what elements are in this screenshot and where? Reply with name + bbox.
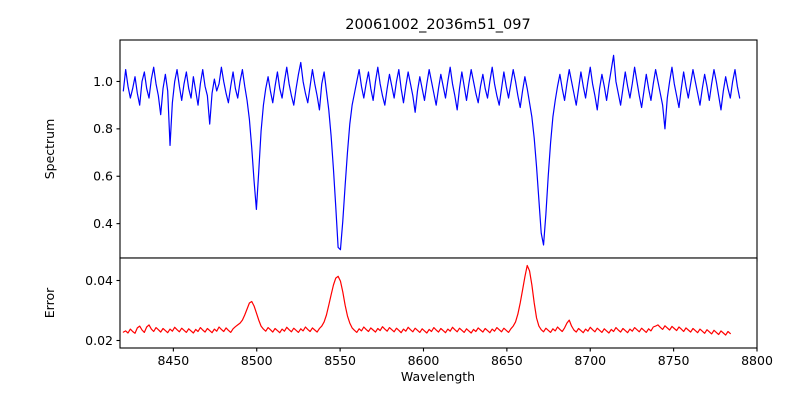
y-tick-label: 0.8 [93, 121, 113, 136]
spectrum-data-line [122, 54, 741, 251]
error-y-ticks: 0.02 0.04 [85, 273, 120, 348]
x-tick-label: 8650 [491, 353, 523, 368]
error-axes-frame [119, 257, 758, 349]
spectrum-y-axis-label: Spectrum [42, 119, 57, 180]
x-tick-label: 8700 [574, 353, 606, 368]
x-tick-label: 8450 [157, 353, 189, 368]
error-x-ticks: 8450 8500 8550 8600 8650 8700 8750 8800 [157, 348, 773, 368]
error-panel: 0.02 0.04 8450 8500 8550 8600 8650 8700 8750 880… [42, 257, 773, 384]
y-tick-label: 0.02 [85, 333, 113, 348]
x-tick-label: 8750 [658, 353, 690, 368]
x-axis-label: Wavelength [401, 369, 475, 384]
x-tick-label: 8500 [241, 353, 273, 368]
x-tick-label: 8800 [741, 353, 773, 368]
spectrum-y-ticks: 0.4 0.6 0.8 1.0 [93, 74, 120, 231]
error-y-axis-label: Error [42, 287, 57, 318]
page-title: 20061002_2036m51_097 [345, 17, 530, 33]
error-data-line [122, 264, 731, 336]
spectrum-panel: 0.4 0.6 0.8 1.0 Spectrum [42, 39, 758, 262]
y-tick-label: 0.6 [93, 169, 113, 184]
spectrum-axes-frame [119, 39, 758, 259]
y-tick-label: 0.4 [93, 216, 113, 231]
y-tick-label: 1.0 [93, 74, 113, 89]
x-tick-label: 8600 [408, 353, 440, 368]
y-tick-label: 0.04 [85, 273, 113, 288]
x-tick-label: 8550 [324, 353, 356, 368]
